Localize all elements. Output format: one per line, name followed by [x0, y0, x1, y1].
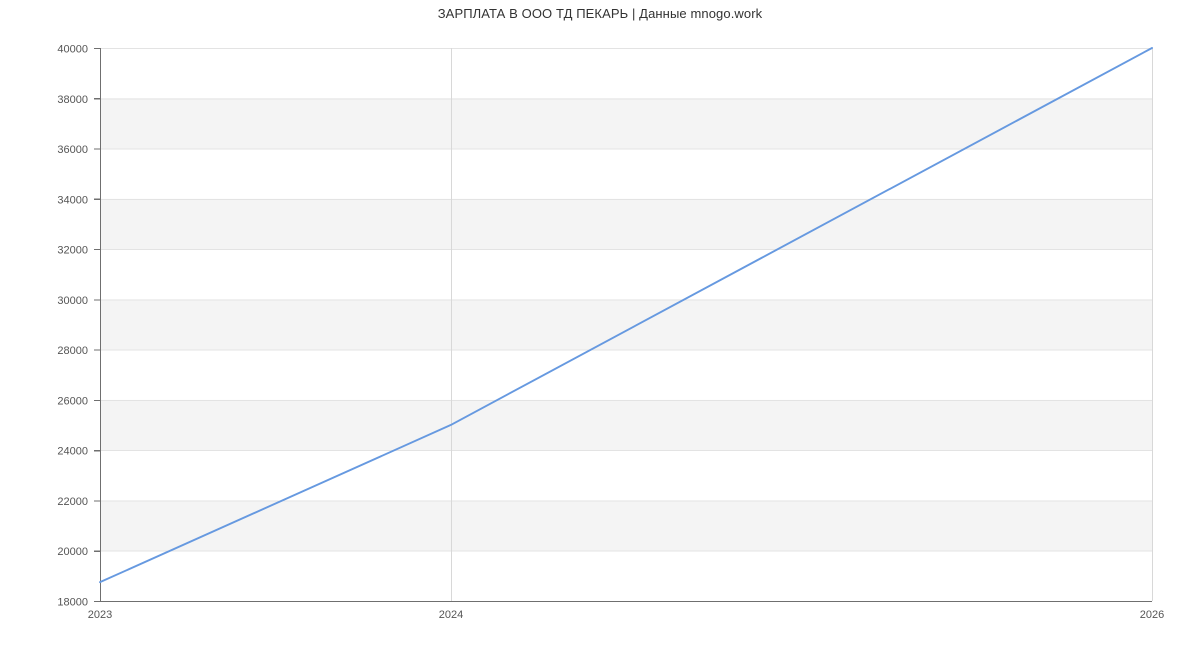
y-tick-label: 22000: [57, 496, 88, 508]
plot-band: [100, 98, 1152, 149]
y-tick-label: 20000: [57, 546, 88, 558]
x-tick-label: 2026: [1140, 609, 1164, 621]
chart-title: ЗАРПЛАТА В ООО ТД ПЕКАРЬ | Данные mnogo.…: [437, 6, 763, 21]
y-tick-label: 26000: [57, 395, 88, 407]
y-tick-label: 24000: [57, 446, 88, 458]
x-tick-label: 2023: [88, 609, 112, 621]
y-tick-label: 34000: [57, 194, 88, 206]
y-tick-label: 40000: [57, 44, 88, 56]
y-tick-label: 28000: [57, 345, 88, 357]
y-tick-label: 36000: [57, 144, 88, 156]
y-tick-label: 18000: [57, 597, 88, 609]
x-tick-label: 2024: [439, 609, 463, 621]
plot-band: [100, 500, 1152, 551]
series-line-Зарплата: [99, 47, 1153, 584]
plot-band: [100, 299, 1152, 350]
y-tick-label: 38000: [57, 94, 88, 106]
y-tick-label: 32000: [57, 245, 88, 257]
plot-band: [100, 198, 1152, 250]
y-tick-label: 30000: [57, 295, 88, 307]
plot-band: [100, 399, 1152, 451]
